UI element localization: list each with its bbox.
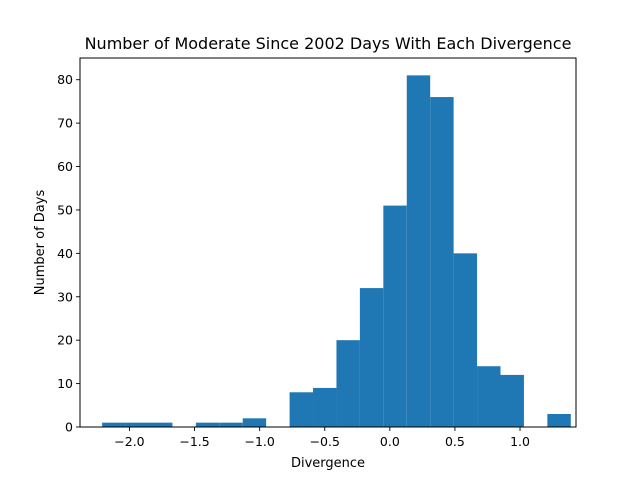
histogram-bar	[102, 422, 126, 427]
y-tick-label: 60	[57, 159, 73, 174]
histogram-bar	[500, 374, 524, 427]
histogram-bar	[125, 422, 149, 427]
histogram-bar	[336, 340, 360, 427]
histogram-bar	[195, 422, 220, 427]
y-tick-label: 20	[57, 333, 73, 348]
x-tick-label: −1.5	[179, 434, 209, 449]
x-tick-label: −0.5	[310, 434, 340, 449]
y-tick-label: 30	[57, 289, 73, 304]
y-axis-ticks: 0 10 20 30 40 50 60 70 80	[57, 72, 80, 435]
histogram-bar	[359, 288, 384, 427]
x-tick-label: 1.0	[510, 434, 530, 449]
x-tick-label: −2.0	[114, 434, 144, 449]
y-tick-label: 0	[65, 420, 73, 435]
y-axis-label: Number of Days	[33, 190, 48, 296]
histogram-bar	[547, 413, 571, 427]
histogram-bar	[406, 75, 431, 427]
histogram-bar	[453, 253, 478, 427]
histogram-bar	[383, 205, 407, 427]
histogram-bar	[289, 392, 314, 427]
histogram-bar	[148, 422, 173, 427]
x-tick-label: −1.0	[244, 434, 274, 449]
x-tick-label: 0.0	[380, 434, 400, 449]
histogram-bar	[242, 418, 267, 427]
histogram-bar	[219, 422, 243, 427]
histogram-bar	[313, 387, 337, 427]
y-tick-label: 70	[57, 116, 73, 131]
x-tick-label: 0.5	[445, 434, 465, 449]
x-axis-ticks: −2.0 −1.5 −1.0 −0.5 0.0 0.5 1.0	[114, 427, 530, 449]
y-tick-label: 80	[57, 72, 73, 87]
chart-title: Number of Moderate Since 2002 Days With …	[85, 34, 572, 53]
x-axis-label: Divergence	[291, 456, 365, 471]
y-tick-label: 10	[57, 376, 73, 391]
histogram-bar	[477, 366, 501, 427]
y-tick-label: 40	[57, 246, 73, 261]
plot-frame	[79, 57, 577, 428]
bars-group	[102, 75, 571, 427]
histogram-bar	[430, 97, 454, 427]
y-tick-label: 50	[57, 202, 73, 217]
